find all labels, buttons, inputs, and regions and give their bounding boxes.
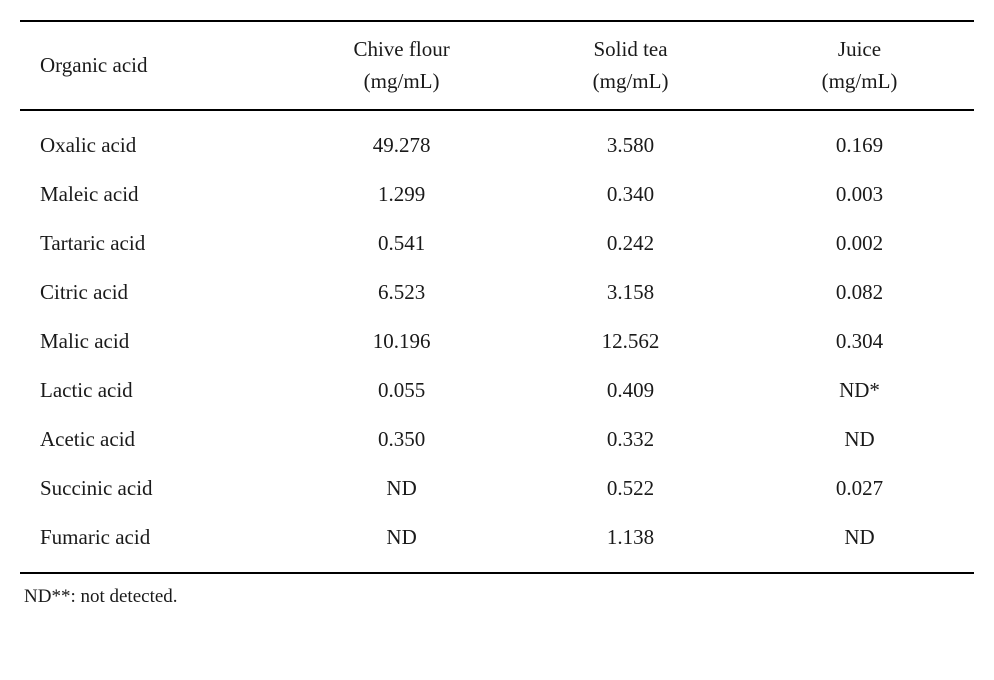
header-label: Juice [753, 34, 966, 66]
table-row: Fumaric acid ND 1.138 ND [20, 513, 974, 573]
cell-juice: 0.169 [745, 110, 974, 170]
cell-acid-name: Citric acid [20, 268, 287, 317]
header-label: Organic acid [40, 50, 279, 82]
column-header-organic-acid: Organic acid [20, 21, 287, 110]
table-footnote: ND**: not detected. [20, 586, 974, 608]
table-row: Oxalic acid 49.278 3.580 0.169 [20, 110, 974, 170]
cell-acid-name: Acetic acid [20, 415, 287, 464]
cell-chive-flour: 6.523 [287, 268, 516, 317]
table-row: Malic acid 10.196 12.562 0.304 [20, 317, 974, 366]
organic-acid-table: Organic acid Chive flour (mg/mL) Solid t… [20, 20, 974, 574]
cell-acid-name: Tartaric acid [20, 219, 287, 268]
cell-juice: 0.304 [745, 317, 974, 366]
cell-chive-flour: 10.196 [287, 317, 516, 366]
cell-acid-name: Lactic acid [20, 366, 287, 415]
header-sublabel: (mg/mL) [524, 66, 737, 98]
cell-solid-tea: 0.340 [516, 170, 745, 219]
cell-solid-tea: 0.242 [516, 219, 745, 268]
cell-chive-flour: 0.350 [287, 415, 516, 464]
cell-chive-flour: ND [287, 513, 516, 573]
cell-chive-flour: 0.541 [287, 219, 516, 268]
organic-acid-table-container: Organic acid Chive flour (mg/mL) Solid t… [20, 20, 974, 608]
table-row: Acetic acid 0.350 0.332 ND [20, 415, 974, 464]
table-row: Maleic acid 1.299 0.340 0.003 [20, 170, 974, 219]
cell-juice: ND [745, 415, 974, 464]
cell-chive-flour: 1.299 [287, 170, 516, 219]
cell-solid-tea: 0.522 [516, 464, 745, 513]
cell-chive-flour: ND [287, 464, 516, 513]
table-row: Succinic acid ND 0.522 0.027 [20, 464, 974, 513]
column-header-solid-tea: Solid tea (mg/mL) [516, 21, 745, 110]
cell-chive-flour: 0.055 [287, 366, 516, 415]
cell-juice: 0.082 [745, 268, 974, 317]
cell-acid-name: Malic acid [20, 317, 287, 366]
header-sublabel: (mg/mL) [753, 66, 966, 98]
table-row: Tartaric acid 0.541 0.242 0.002 [20, 219, 974, 268]
cell-solid-tea: 0.409 [516, 366, 745, 415]
cell-juice: 0.002 [745, 219, 974, 268]
header-sublabel: (mg/mL) [295, 66, 508, 98]
table-row: Lactic acid 0.055 0.409 ND* [20, 366, 974, 415]
table-body: Oxalic acid 49.278 3.580 0.169 Maleic ac… [20, 110, 974, 573]
table-row: Citric acid 6.523 3.158 0.082 [20, 268, 974, 317]
cell-acid-name: Fumaric acid [20, 513, 287, 573]
cell-acid-name: Maleic acid [20, 170, 287, 219]
cell-solid-tea: 1.138 [516, 513, 745, 573]
column-header-chive-flour: Chive flour (mg/mL) [287, 21, 516, 110]
cell-juice: 0.027 [745, 464, 974, 513]
header-label: Solid tea [524, 34, 737, 66]
cell-acid-name: Succinic acid [20, 464, 287, 513]
cell-acid-name: Oxalic acid [20, 110, 287, 170]
cell-chive-flour: 49.278 [287, 110, 516, 170]
cell-juice: ND [745, 513, 974, 573]
cell-juice: ND* [745, 366, 974, 415]
cell-juice: 0.003 [745, 170, 974, 219]
table-header-row: Organic acid Chive flour (mg/mL) Solid t… [20, 21, 974, 110]
cell-solid-tea: 3.580 [516, 110, 745, 170]
column-header-juice: Juice (mg/mL) [745, 21, 974, 110]
cell-solid-tea: 0.332 [516, 415, 745, 464]
cell-solid-tea: 12.562 [516, 317, 745, 366]
cell-solid-tea: 3.158 [516, 268, 745, 317]
header-label: Chive flour [295, 34, 508, 66]
